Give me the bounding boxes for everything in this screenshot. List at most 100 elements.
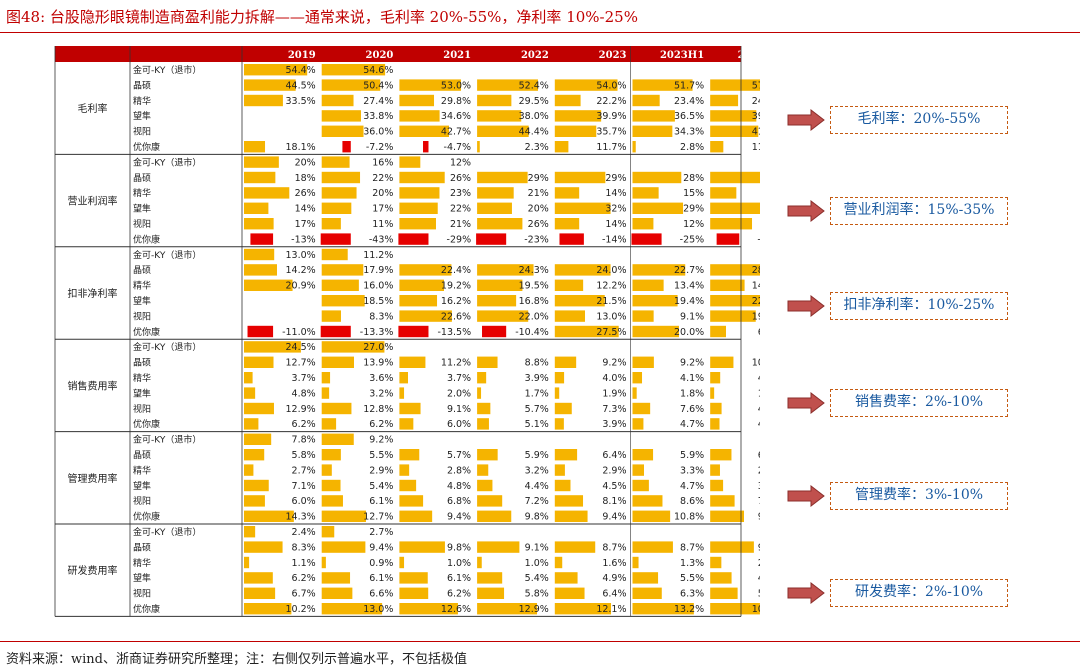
value-label: 22.1% — [752, 296, 760, 307]
value-bar — [399, 171, 445, 184]
value-bar — [244, 187, 290, 199]
company-label: 视阳 — [133, 495, 151, 507]
value-label: 4.5% — [602, 481, 626, 492]
company-label: 望隼 — [133, 110, 151, 122]
value-bar — [710, 479, 724, 492]
value-label: 5.8% — [525, 589, 549, 600]
value-bar — [710, 79, 760, 91]
value-bar — [399, 603, 458, 615]
value-bar — [321, 125, 364, 137]
company-label: 望隼 — [133, 572, 151, 584]
range-callout: 扣非净利率：10%-25% — [830, 292, 1008, 320]
value-label: 3.2% — [525, 465, 549, 476]
value-label: 52.4% — [519, 80, 549, 91]
value-label: 2.9% — [369, 465, 393, 476]
value-label: 19.4% — [674, 296, 704, 307]
value-label: 5.5% — [680, 573, 704, 584]
value-bar — [244, 202, 269, 214]
value-bar — [477, 110, 522, 122]
value-bar — [632, 310, 654, 322]
value-bar — [632, 264, 686, 276]
value-bar — [477, 79, 538, 91]
value-bar — [244, 479, 269, 492]
arrow-icon — [787, 485, 825, 507]
value-bar — [554, 402, 572, 415]
value-bar — [632, 541, 673, 553]
value-bar — [554, 418, 564, 430]
value-label: 6.2% — [292, 419, 316, 430]
company-label: 视阳 — [133, 126, 151, 138]
value-bar — [554, 264, 611, 276]
value-label: -29% — [447, 234, 472, 245]
value-label: 4.3% — [758, 373, 760, 384]
value-label: 8.6% — [680, 496, 704, 507]
company-label: 优你康 — [133, 603, 160, 615]
value-bar — [477, 356, 498, 368]
value-bar — [710, 295, 760, 307]
value-label: 4.8% — [292, 388, 316, 399]
value-bar — [399, 418, 414, 430]
value-bar — [399, 449, 420, 461]
value-label: 39.9% — [596, 111, 626, 122]
value-label: 7.0% — [758, 496, 760, 507]
value-label: 5.9% — [525, 450, 549, 461]
value-label: 6.0% — [447, 419, 471, 430]
value-bar — [321, 418, 337, 430]
value-label: 4.8% — [447, 481, 471, 492]
value-bar — [554, 372, 565, 384]
value-label: 3.9% — [525, 373, 549, 384]
value-label: 22.0% — [519, 311, 549, 322]
value-bar — [477, 495, 503, 507]
value-bar — [710, 495, 735, 507]
value-label: 3.2% — [369, 388, 393, 399]
value-label: 6.7% — [292, 589, 316, 600]
value-bar — [710, 356, 734, 368]
value-label: 12.9% — [286, 404, 316, 415]
value-bar — [632, 356, 654, 368]
value-label: 8.7% — [602, 542, 626, 553]
value-label: 12.6% — [441, 604, 471, 615]
value-bar — [244, 94, 283, 107]
value-label: 1.3% — [680, 558, 704, 569]
value-bar — [710, 402, 722, 415]
value-label: 10.0% — [752, 358, 760, 369]
value-bar — [554, 279, 584, 291]
value-label: 36.0% — [363, 127, 393, 138]
value-label: 2.4% — [292, 527, 316, 538]
value-bar — [632, 556, 639, 569]
value-label: 5.9% — [680, 450, 704, 461]
value-bar — [321, 156, 350, 168]
value-bar — [710, 603, 760, 615]
value-label: 5.4% — [525, 573, 549, 584]
period-header: 2023 — [599, 50, 627, 61]
value-label: 6.8% — [447, 496, 471, 507]
value-bar — [482, 325, 507, 338]
value-label: 9.4% — [602, 512, 626, 523]
value-label: 21% — [528, 188, 549, 199]
value-bar — [321, 202, 352, 214]
value-bar — [632, 171, 682, 184]
value-label: 8.1% — [602, 496, 626, 507]
company-label: 晶硕 — [133, 542, 151, 553]
value-label: 18.1% — [286, 142, 316, 153]
value-bar — [244, 418, 259, 430]
value-label: 2.7% — [292, 465, 316, 476]
company-label: 金可-KY（退市） — [133, 64, 201, 76]
value-label: 6.2% — [292, 573, 316, 584]
value-bar — [399, 510, 433, 522]
value-bar — [554, 79, 618, 91]
value-label: 24.0% — [752, 96, 760, 107]
value-bar — [710, 587, 738, 599]
value-bar — [710, 264, 760, 276]
company-label: 精华 — [133, 557, 151, 569]
value-bar — [244, 402, 274, 415]
value-bar — [632, 325, 679, 338]
value-bar — [399, 218, 436, 230]
company-label: 精华 — [133, 372, 151, 384]
value-label: 2.0% — [447, 388, 471, 399]
value-label: 12.2% — [596, 281, 626, 292]
value-bar — [632, 218, 654, 230]
value-bar — [716, 233, 740, 245]
value-label: 3.7% — [447, 373, 471, 384]
company-label: 金可-KY（退市） — [133, 249, 201, 261]
